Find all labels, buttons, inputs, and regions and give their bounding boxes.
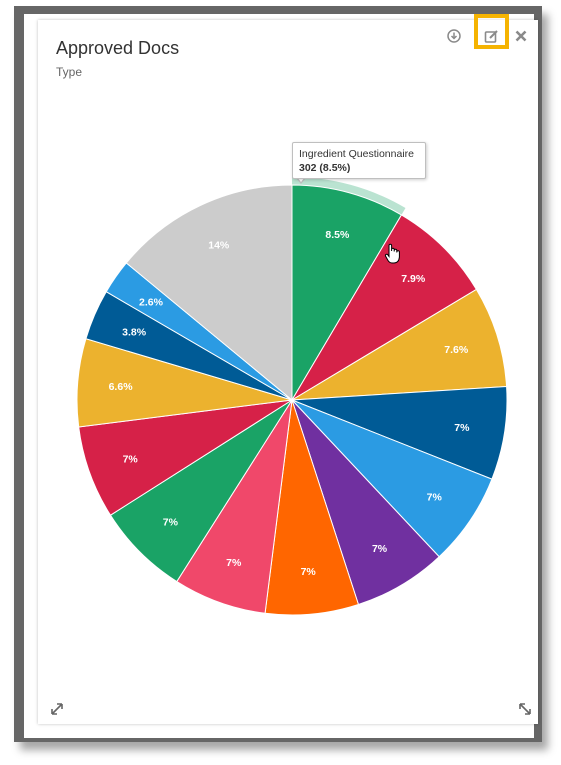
pie-slice[interactable] bbox=[125, 184, 293, 402]
close-icon bbox=[515, 30, 527, 42]
pie-slice[interactable] bbox=[291, 184, 403, 402]
widget-subtitle: Type bbox=[56, 65, 83, 79]
pie-chart: 8.5% 7.9% 7.6% 7% 7% 7% 7% 7% 7% 7% 6.6% 3.8% 2.6% 14… bbox=[76, 177, 508, 616]
pie-slice-label: 7% bbox=[301, 566, 317, 578]
tooltip-value: 302 (8.5%) bbox=[299, 162, 351, 174]
pie-slice-label: 3.8% bbox=[122, 327, 147, 339]
close-button[interactable] bbox=[512, 27, 530, 45]
pie-slice-label: 7% bbox=[372, 543, 388, 555]
resize-handle-left-icon[interactable] bbox=[50, 702, 64, 716]
pie-slice[interactable] bbox=[291, 214, 478, 401]
download-button[interactable] bbox=[445, 27, 463, 45]
pie-slice-label: 7.9% bbox=[401, 273, 426, 285]
pie-slice-label: 7% bbox=[123, 453, 139, 465]
chart-tooltip: Ingredient Questionnaire 302 (8.5%) bbox=[292, 142, 426, 179]
chart-widget: Approved Docs Type 8.5% 7.9% 7.6% 7% 7% 7% 7% 7… bbox=[38, 14, 538, 724]
tooltip-series-name: Ingredient Questionnaire bbox=[299, 148, 414, 160]
download-icon bbox=[447, 29, 461, 43]
widget-title: Approved Docs bbox=[56, 38, 180, 58]
resize-handle-right-icon[interactable] bbox=[518, 702, 532, 716]
pie-slice-label: 7% bbox=[454, 422, 470, 434]
pie-slice-label: 2.6% bbox=[139, 297, 164, 309]
pie-slice-label: 7% bbox=[427, 492, 443, 504]
edit-button[interactable] bbox=[482, 27, 500, 45]
pie-slice-label: 7% bbox=[226, 557, 242, 569]
pie-slice-label: 8.5% bbox=[325, 229, 350, 241]
hand-cursor-icon bbox=[384, 243, 400, 264]
pie-slice-label: 7.6% bbox=[444, 344, 469, 356]
pie-slice[interactable] bbox=[291, 288, 508, 401]
tooltip-caret-inner bbox=[297, 177, 305, 182]
edit-icon bbox=[484, 29, 498, 43]
pie-slice-label: 6.6% bbox=[109, 381, 134, 393]
pie-slice-label: 14% bbox=[208, 239, 230, 251]
edit-button-highlight bbox=[474, 14, 509, 49]
pie-slice-label: 7% bbox=[163, 517, 179, 529]
